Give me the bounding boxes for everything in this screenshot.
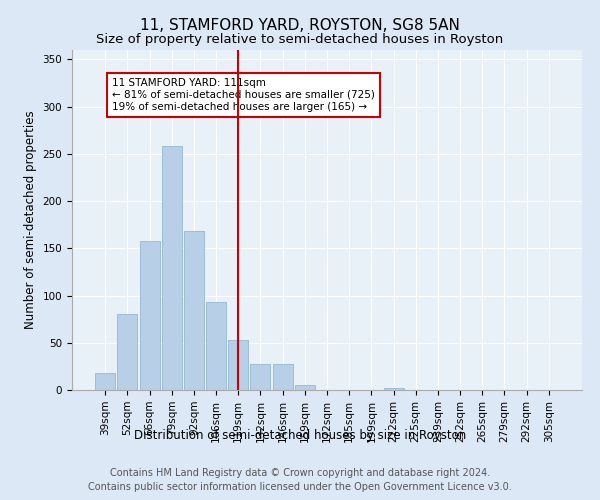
Bar — [250, 364, 271, 390]
Text: Size of property relative to semi-detached houses in Royston: Size of property relative to semi-detach… — [97, 32, 503, 46]
Text: Distribution of semi-detached houses by size in Royston: Distribution of semi-detached houses by … — [134, 428, 466, 442]
Bar — [184, 232, 204, 390]
Text: Contains public sector information licensed under the Open Government Licence v3: Contains public sector information licen… — [88, 482, 512, 492]
Bar — [295, 386, 315, 390]
Bar — [383, 388, 404, 390]
Bar — [140, 241, 160, 390]
Bar — [206, 302, 226, 390]
Text: Contains HM Land Registry data © Crown copyright and database right 2024.: Contains HM Land Registry data © Crown c… — [110, 468, 490, 477]
Text: 11 STAMFORD YARD: 111sqm
← 81% of semi-detached houses are smaller (725)
19% of : 11 STAMFORD YARD: 111sqm ← 81% of semi-d… — [112, 78, 374, 112]
Bar — [95, 373, 115, 390]
Bar — [228, 340, 248, 390]
Bar — [272, 364, 293, 390]
Text: 11, STAMFORD YARD, ROYSTON, SG8 5AN: 11, STAMFORD YARD, ROYSTON, SG8 5AN — [140, 18, 460, 32]
Bar — [162, 146, 182, 390]
Y-axis label: Number of semi-detached properties: Number of semi-detached properties — [24, 110, 37, 330]
Bar — [118, 314, 137, 390]
